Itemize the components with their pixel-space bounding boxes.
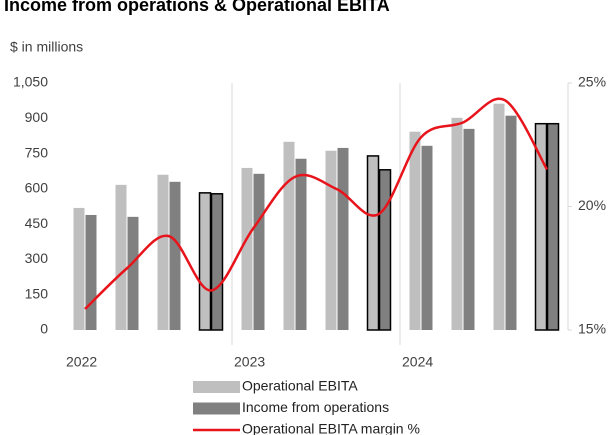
y-tick-label: 450: [25, 215, 49, 231]
bar: [295, 158, 307, 330]
x-tick-label: 2022: [66, 354, 97, 370]
legend-label: Operational EBITA: [242, 378, 358, 394]
legend-label: Income from operations: [242, 399, 389, 415]
chart-title: Income from operations & Operational EBI…: [4, 0, 390, 15]
bar: [378, 169, 392, 331]
bar: [325, 150, 337, 330]
x-tick-label: 2024: [402, 354, 433, 370]
bar: [198, 192, 212, 331]
bar: [241, 167, 253, 330]
x-tick-label: 2023: [234, 354, 265, 370]
margin-line: [84, 97, 549, 310]
bar: [73, 207, 85, 330]
y2-tick-label: 15%: [578, 321, 606, 337]
bar: [127, 216, 139, 330]
bar: [409, 131, 421, 330]
legend-label: Operational EBITA margin %: [242, 421, 420, 435]
y2-tick-label: 25%: [578, 74, 606, 90]
y-tick-label: 150: [25, 285, 49, 301]
y2-tick-label: 20%: [578, 197, 606, 213]
bar: [157, 174, 169, 330]
y-tick-label: 750: [25, 144, 49, 160]
y-tick-label: 900: [25, 109, 49, 125]
bar: [451, 117, 463, 330]
bar: [546, 122, 560, 331]
bar: [421, 145, 433, 330]
bar: [534, 122, 548, 331]
bar: [283, 141, 295, 330]
bar: [115, 184, 127, 330]
bar: [366, 155, 380, 331]
y-tick-label: 300: [25, 250, 49, 266]
legend-swatch: [193, 381, 240, 393]
y-tick-label: 600: [25, 180, 49, 196]
bar: [505, 115, 517, 331]
bar: [337, 147, 349, 330]
bar: [210, 193, 224, 331]
bar: [253, 173, 265, 330]
legend-swatch: [193, 402, 240, 415]
bar: [85, 214, 97, 330]
y-axis-label: $ in millions: [10, 39, 83, 55]
y-tick-label: 0: [40, 321, 48, 337]
y-tick-label: 1,050: [13, 74, 48, 90]
bar: [493, 103, 505, 330]
bar: [463, 128, 475, 330]
bar: [169, 181, 181, 330]
